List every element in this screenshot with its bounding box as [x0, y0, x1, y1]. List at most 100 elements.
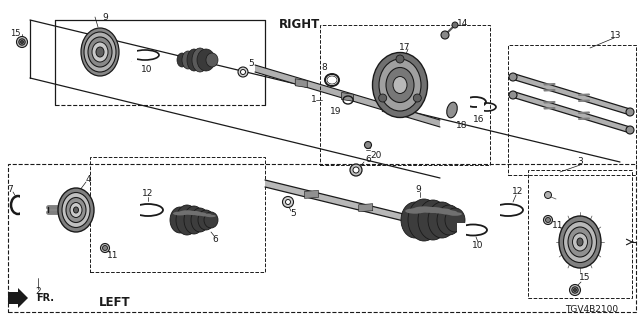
Ellipse shape	[379, 59, 421, 111]
Text: 16: 16	[473, 116, 484, 124]
Text: 7: 7	[7, 186, 13, 195]
Polygon shape	[382, 105, 394, 113]
Bar	[320, 25, 490, 165]
Text: 20: 20	[371, 150, 381, 159]
Circle shape	[17, 36, 28, 47]
Ellipse shape	[204, 212, 218, 228]
Ellipse shape	[70, 203, 82, 218]
Bar	[90, 157, 265, 272]
Ellipse shape	[372, 52, 428, 117]
Text: TGV4B2100: TGV4B2100	[565, 306, 619, 315]
Circle shape	[353, 167, 359, 173]
Ellipse shape	[194, 212, 206, 216]
Text: 11: 11	[108, 252, 119, 260]
Circle shape	[572, 287, 578, 293]
Text: 15: 15	[10, 29, 20, 38]
Ellipse shape	[418, 200, 448, 240]
Text: 3: 3	[577, 157, 583, 166]
Circle shape	[570, 284, 580, 295]
Ellipse shape	[179, 210, 195, 215]
Polygon shape	[359, 204, 372, 212]
Circle shape	[413, 94, 421, 102]
Ellipse shape	[393, 76, 407, 93]
Text: 11: 11	[552, 220, 564, 229]
Circle shape	[282, 196, 294, 207]
Text: 9: 9	[102, 12, 108, 21]
Bar	[20, 195, 30, 215]
Ellipse shape	[448, 212, 462, 216]
Text: RIGHT: RIGHT	[280, 19, 321, 31]
Ellipse shape	[626, 108, 634, 116]
Ellipse shape	[405, 208, 425, 214]
Ellipse shape	[206, 53, 218, 67]
Circle shape	[396, 55, 404, 63]
Bar	[457, 223, 466, 237]
Ellipse shape	[84, 32, 116, 72]
Bar	[8, 164, 636, 312]
Polygon shape	[265, 180, 420, 225]
Text: 4: 4	[85, 175, 91, 185]
Ellipse shape	[177, 53, 187, 67]
Polygon shape	[515, 74, 630, 115]
Circle shape	[545, 191, 552, 198]
Ellipse shape	[197, 49, 215, 71]
Bar	[491, 203, 500, 217]
Ellipse shape	[386, 68, 414, 102]
Ellipse shape	[187, 49, 201, 71]
Text: 2: 2	[35, 287, 41, 297]
Ellipse shape	[81, 28, 119, 76]
Ellipse shape	[200, 213, 212, 217]
Circle shape	[365, 141, 371, 148]
Ellipse shape	[176, 205, 198, 235]
Ellipse shape	[187, 211, 201, 215]
Text: 10: 10	[472, 241, 484, 250]
Polygon shape	[295, 79, 307, 88]
Circle shape	[441, 31, 449, 39]
Ellipse shape	[192, 48, 208, 72]
Circle shape	[543, 215, 552, 225]
Text: 5: 5	[290, 210, 296, 219]
Bar	[477, 102, 484, 112]
Ellipse shape	[432, 208, 452, 214]
Ellipse shape	[573, 233, 588, 251]
Text: 6: 6	[212, 236, 218, 244]
Text: 12: 12	[512, 188, 524, 196]
Text: 1: 1	[311, 95, 317, 105]
Text: 15: 15	[579, 274, 591, 283]
Ellipse shape	[327, 76, 337, 84]
Ellipse shape	[626, 126, 634, 134]
Ellipse shape	[422, 207, 444, 213]
Ellipse shape	[206, 215, 216, 217]
Ellipse shape	[413, 206, 435, 213]
Polygon shape	[342, 92, 353, 101]
Ellipse shape	[577, 238, 583, 246]
Bar	[131, 203, 140, 217]
Ellipse shape	[437, 205, 461, 235]
Text: 8: 8	[321, 63, 327, 73]
Text: 17: 17	[399, 43, 411, 52]
Circle shape	[573, 289, 577, 292]
Ellipse shape	[509, 73, 517, 81]
Text: 18: 18	[456, 121, 468, 130]
Circle shape	[100, 244, 109, 252]
Text: 12: 12	[142, 189, 154, 198]
Circle shape	[19, 39, 25, 45]
Text: 5: 5	[248, 60, 254, 68]
Ellipse shape	[428, 202, 456, 238]
Circle shape	[350, 164, 362, 176]
Text: 13: 13	[611, 30, 621, 39]
Circle shape	[285, 199, 291, 204]
Ellipse shape	[66, 197, 86, 222]
Bar	[129, 49, 137, 61]
Ellipse shape	[58, 188, 94, 232]
Ellipse shape	[92, 42, 108, 62]
Ellipse shape	[440, 210, 458, 215]
Ellipse shape	[447, 102, 457, 118]
Ellipse shape	[62, 193, 90, 228]
Polygon shape	[255, 65, 440, 127]
Text: 19: 19	[330, 108, 342, 116]
Ellipse shape	[568, 227, 592, 257]
Text: FR.: FR.	[36, 293, 54, 303]
Circle shape	[452, 22, 458, 28]
Ellipse shape	[445, 208, 465, 232]
